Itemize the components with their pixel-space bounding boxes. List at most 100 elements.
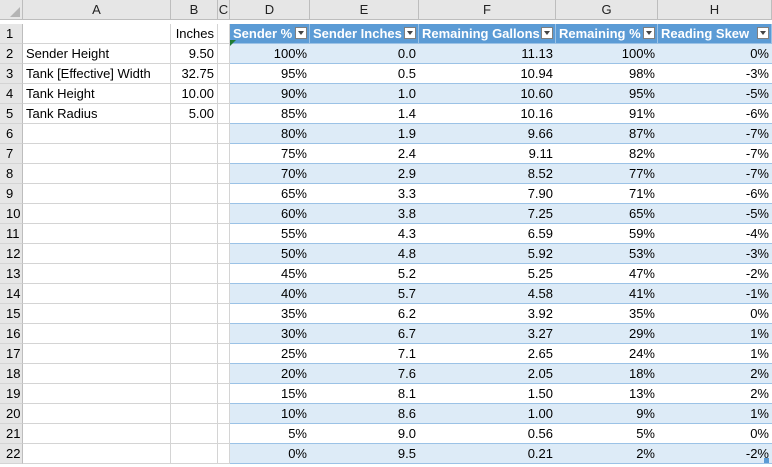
remaining-gallons-cell[interactable]: 5.25 xyxy=(419,264,556,284)
remaining-gallons-cell[interactable]: 7.25 xyxy=(419,204,556,224)
reading-skew-cell[interactable]: -6% xyxy=(658,184,772,204)
cell[interactable] xyxy=(218,304,230,324)
remaining-pct-cell[interactable]: 91% xyxy=(556,104,658,124)
reading-skew-cell[interactable]: 2% xyxy=(658,384,772,404)
remaining-gallons-cell[interactable]: 7.90 xyxy=(419,184,556,204)
sender-pct-cell[interactable]: 55% xyxy=(230,224,310,244)
reading-skew-cell[interactable]: -3% xyxy=(658,64,772,84)
table-header-reading-skew[interactable]: Reading Skew xyxy=(658,24,772,44)
remaining-pct-cell[interactable]: 87% xyxy=(556,124,658,144)
sender-inches-cell[interactable]: 9.0 xyxy=(310,424,419,444)
sender-pct-cell[interactable]: 80% xyxy=(230,124,310,144)
sender-inches-cell[interactable]: 2.4 xyxy=(310,144,419,164)
param-value[interactable]: 5.00 xyxy=(171,104,218,124)
sender-inches-cell[interactable]: 6.2 xyxy=(310,304,419,324)
row-number[interactable]: 21 xyxy=(0,424,23,444)
reading-skew-cell[interactable]: -4% xyxy=(658,224,772,244)
table-header-sender-pct[interactable]: Sender % xyxy=(230,24,310,44)
row-number[interactable]: 6 xyxy=(0,124,23,144)
cell[interactable] xyxy=(218,404,230,424)
remaining-pct-cell[interactable]: 29% xyxy=(556,324,658,344)
cell[interactable] xyxy=(171,304,218,324)
row-number[interactable]: 8 xyxy=(0,164,23,184)
cell[interactable] xyxy=(171,324,218,344)
reading-skew-cell[interactable]: -7% xyxy=(658,164,772,184)
sender-pct-cell[interactable]: 0% xyxy=(230,444,310,464)
sender-inches-cell[interactable]: 3.8 xyxy=(310,204,419,224)
remaining-pct-cell[interactable]: 9% xyxy=(556,404,658,424)
cell[interactable] xyxy=(218,64,230,84)
table-header-sender-inches[interactable]: Sender Inches xyxy=(310,24,419,44)
cell[interactable] xyxy=(23,324,171,344)
remaining-gallons-cell[interactable]: 8.52 xyxy=(419,164,556,184)
remaining-gallons-cell[interactable]: 4.58 xyxy=(419,284,556,304)
sender-pct-cell[interactable]: 70% xyxy=(230,164,310,184)
row-number[interactable]: 19 xyxy=(0,384,23,404)
remaining-gallons-cell[interactable]: 2.05 xyxy=(419,364,556,384)
param-label[interactable]: Tank Radius xyxy=(23,104,171,124)
param-value[interactable]: 10.00 xyxy=(171,84,218,104)
select-all-corner[interactable] xyxy=(0,0,23,20)
cell[interactable] xyxy=(171,124,218,144)
sender-inches-cell[interactable]: 0.0 xyxy=(310,44,419,64)
cell[interactable] xyxy=(218,284,230,304)
row-number[interactable]: 17 xyxy=(0,344,23,364)
cell[interactable] xyxy=(23,444,171,464)
table-header-remaining-gallons[interactable]: Remaining Gallons xyxy=(419,24,556,44)
cell[interactable] xyxy=(218,24,230,44)
cell[interactable] xyxy=(218,444,230,464)
filter-dropdown-icon[interactable] xyxy=(404,27,416,39)
remaining-gallons-cell[interactable]: 5.92 xyxy=(419,244,556,264)
cell[interactable] xyxy=(23,304,171,324)
sender-inches-cell[interactable]: 9.5 xyxy=(310,444,419,464)
cell[interactable] xyxy=(23,364,171,384)
reading-skew-cell[interactable]: 1% xyxy=(658,404,772,424)
param-value[interactable]: 9.50 xyxy=(171,44,218,64)
column-header-h[interactable]: H xyxy=(658,0,772,20)
sender-inches-cell[interactable]: 6.7 xyxy=(310,324,419,344)
cell[interactable] xyxy=(171,364,218,384)
param-value[interactable]: 32.75 xyxy=(171,64,218,84)
sender-pct-cell[interactable]: 20% xyxy=(230,364,310,384)
remaining-pct-cell[interactable]: 35% xyxy=(556,304,658,324)
sender-pct-cell[interactable]: 10% xyxy=(230,404,310,424)
reading-skew-cell[interactable]: -3% xyxy=(658,244,772,264)
sender-pct-cell[interactable]: 25% xyxy=(230,344,310,364)
cell[interactable] xyxy=(23,344,171,364)
cell[interactable] xyxy=(23,124,171,144)
row-number[interactable]: 3 xyxy=(0,64,23,84)
sender-inches-cell[interactable]: 7.1 xyxy=(310,344,419,364)
cell[interactable] xyxy=(171,244,218,264)
sender-inches-cell[interactable]: 5.7 xyxy=(310,284,419,304)
cell[interactable] xyxy=(23,184,171,204)
row-number[interactable]: 18 xyxy=(0,364,23,384)
column-header-b[interactable]: B xyxy=(171,0,218,20)
filter-dropdown-icon[interactable] xyxy=(541,27,553,39)
cell[interactable] xyxy=(23,204,171,224)
row-number[interactable]: 11 xyxy=(0,224,23,244)
remaining-gallons-cell[interactable]: 9.66 xyxy=(419,124,556,144)
sender-pct-cell[interactable]: 35% xyxy=(230,304,310,324)
cell[interactable] xyxy=(218,204,230,224)
unit-header-cell[interactable]: Inches xyxy=(171,24,218,44)
reading-skew-cell[interactable]: -6% xyxy=(658,104,772,124)
row-number[interactable]: 12 xyxy=(0,244,23,264)
param-label[interactable]: Tank Height xyxy=(23,84,171,104)
remaining-gallons-cell[interactable]: 10.94 xyxy=(419,64,556,84)
row-number[interactable]: 4 xyxy=(0,84,23,104)
row-number[interactable]: 1 xyxy=(0,24,23,44)
param-label[interactable]: Tank [Effective] Width xyxy=(23,64,171,84)
remaining-gallons-cell[interactable]: 3.27 xyxy=(419,324,556,344)
column-header-f[interactable]: F xyxy=(419,0,556,20)
remaining-gallons-cell[interactable]: 10.60 xyxy=(419,84,556,104)
remaining-pct-cell[interactable]: 77% xyxy=(556,164,658,184)
remaining-pct-cell[interactable]: 47% xyxy=(556,264,658,284)
sender-pct-cell[interactable]: 30% xyxy=(230,324,310,344)
reading-skew-cell[interactable]: -7% xyxy=(658,124,772,144)
sender-pct-cell[interactable]: 65% xyxy=(230,184,310,204)
cell[interactable] xyxy=(218,364,230,384)
reading-skew-cell[interactable]: 0% xyxy=(658,304,772,324)
sender-pct-cell[interactable]: 45% xyxy=(230,264,310,284)
sender-inches-cell[interactable]: 4.8 xyxy=(310,244,419,264)
sender-inches-cell[interactable]: 0.5 xyxy=(310,64,419,84)
